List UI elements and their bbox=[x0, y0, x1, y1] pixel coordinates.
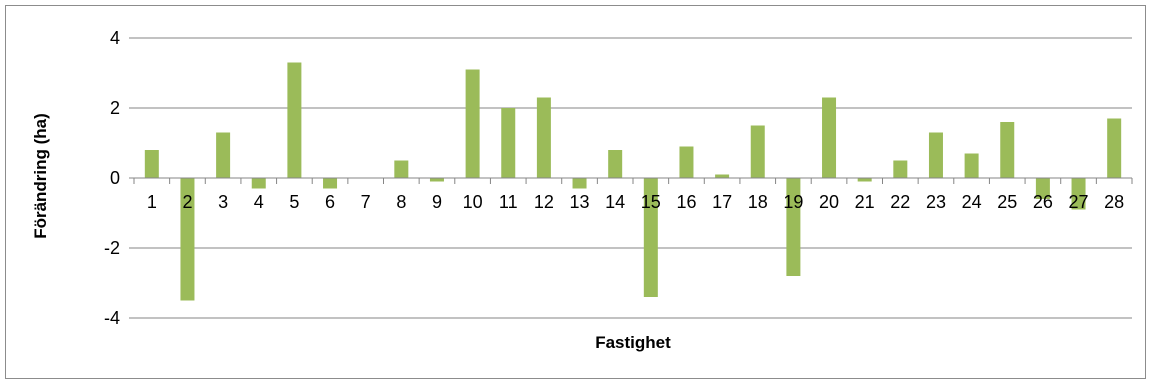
x-tick-label: 21 bbox=[855, 192, 875, 212]
bar bbox=[643, 178, 658, 297]
bar bbox=[572, 178, 587, 189]
x-tick-label: 26 bbox=[1033, 192, 1053, 212]
bar bbox=[750, 125, 765, 178]
x-tick-label: 20 bbox=[819, 192, 839, 212]
x-tick-label: 25 bbox=[997, 192, 1017, 212]
bar bbox=[251, 178, 266, 189]
x-axis bbox=[129, 177, 1133, 184]
x-tick-label: 16 bbox=[676, 192, 696, 212]
x-tick-label: 3 bbox=[218, 192, 228, 212]
x-tick-labels: 1 2 3 4 5 6 7 8 9 10 11 12 13 14 15 16 17 18 19 20 21 22 23 24 2… bbox=[147, 192, 1124, 212]
bar bbox=[679, 146, 694, 178]
x-tick-label: 12 bbox=[534, 192, 554, 212]
x-tick-label: 18 bbox=[748, 192, 768, 212]
x-tick-label: 7 bbox=[361, 192, 371, 212]
y-tick-label: -2 bbox=[104, 238, 120, 258]
bar bbox=[964, 153, 979, 178]
bar bbox=[822, 97, 837, 178]
y-tick-label: 4 bbox=[110, 28, 120, 48]
bar bbox=[1107, 118, 1122, 178]
bar bbox=[893, 160, 908, 178]
y-tick-labels: -4 -2 0 2 4 bbox=[104, 28, 120, 328]
x-tick-label: 27 bbox=[1069, 192, 1089, 212]
bar bbox=[216, 132, 231, 178]
x-tick-label: 2 bbox=[182, 192, 192, 212]
x-tick-label: 10 bbox=[463, 192, 483, 212]
x-tick-label: 8 bbox=[396, 192, 406, 212]
y-tick-label: 2 bbox=[110, 98, 120, 118]
x-tick-label: 5 bbox=[289, 192, 299, 212]
x-tick-label: 23 bbox=[926, 192, 946, 212]
bar bbox=[501, 108, 516, 178]
bar bbox=[1000, 122, 1015, 178]
bar bbox=[715, 174, 730, 178]
bar bbox=[287, 62, 302, 178]
y-tick-label: 0 bbox=[110, 168, 120, 188]
x-tick-label: 1 bbox=[147, 192, 157, 212]
bar bbox=[465, 69, 480, 178]
x-tick-label: 14 bbox=[605, 192, 625, 212]
bar bbox=[786, 178, 801, 276]
x-tick-label: 4 bbox=[254, 192, 264, 212]
bars bbox=[144, 62, 1122, 301]
bar bbox=[608, 150, 623, 178]
x-tick-label: 19 bbox=[783, 192, 803, 212]
x-tick-label: 9 bbox=[432, 192, 442, 212]
bar bbox=[394, 160, 409, 178]
bar bbox=[1071, 178, 1086, 210]
x-tick-label: 24 bbox=[962, 192, 982, 212]
x-tick-label: 11 bbox=[499, 192, 518, 212]
bar bbox=[1035, 178, 1050, 199]
bar bbox=[429, 178, 444, 182]
x-tick-label: 28 bbox=[1104, 192, 1124, 212]
bar bbox=[928, 132, 943, 178]
chart-container: -4 -2 0 2 4 1 2 3 4 5 6 7 8 9 10 11 12 13 14 15 16 17 18 19 20 2… bbox=[5, 5, 1146, 379]
bar bbox=[857, 178, 872, 182]
x-tick-label: 17 bbox=[712, 192, 732, 212]
y-axis-title: Förändring (ha) bbox=[31, 113, 50, 239]
x-tick-label: 6 bbox=[325, 192, 335, 212]
bar bbox=[323, 178, 338, 189]
y-tick-label: -4 bbox=[104, 308, 120, 328]
bar bbox=[180, 178, 195, 301]
bar bbox=[144, 150, 159, 178]
x-axis-title: Fastighet bbox=[595, 333, 671, 352]
x-tick-label: 13 bbox=[570, 192, 590, 212]
x-tick-label: 22 bbox=[890, 192, 910, 212]
bar bbox=[536, 97, 551, 178]
x-tick-label: 15 bbox=[641, 192, 661, 212]
